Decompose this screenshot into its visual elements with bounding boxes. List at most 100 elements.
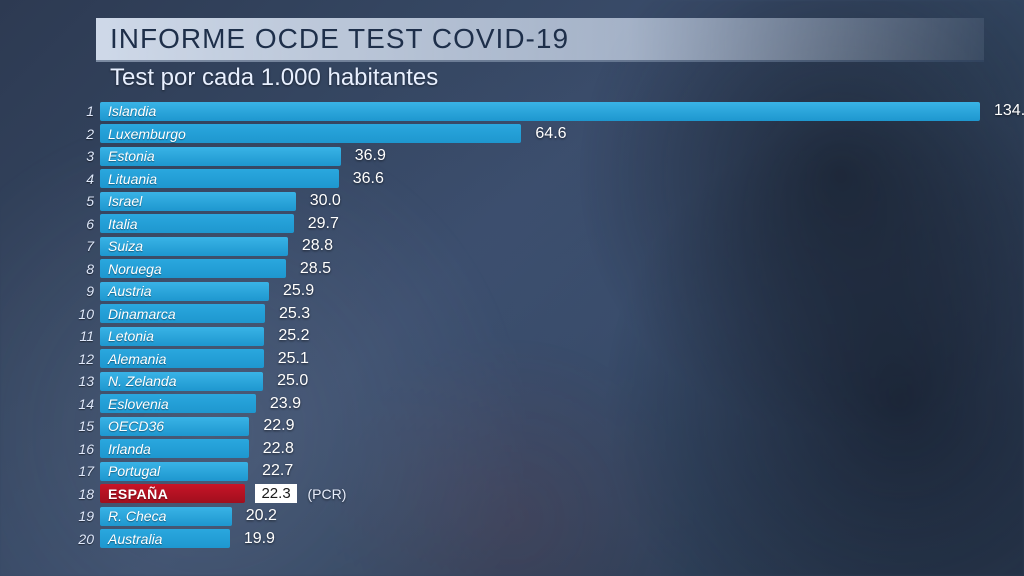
bar-wrap: OECD36 22.9 bbox=[100, 417, 994, 436]
rank-number: 7 bbox=[66, 238, 94, 254]
value-label: 29.7 bbox=[308, 215, 339, 233]
bar-wrap: Lituania 36.6 bbox=[100, 169, 994, 188]
bar bbox=[100, 102, 980, 121]
rank-number: 5 bbox=[66, 193, 94, 209]
table-row: 15OECD3622.9 bbox=[66, 415, 994, 438]
bar-wrap: Estonia 36.9 bbox=[100, 147, 994, 166]
country-label: N. Zelanda bbox=[108, 372, 176, 391]
table-row: 13 N. Zelanda 25.0 bbox=[66, 370, 994, 393]
rank-number: 18 bbox=[66, 486, 94, 502]
rank-number: 11 bbox=[66, 328, 94, 344]
value-label: 22.8 bbox=[263, 440, 294, 458]
table-row: 5 Israel 30.0 bbox=[66, 190, 994, 213]
infographic-stage: INFORME OCDE TEST COVID-19 Test por cada… bbox=[0, 0, 1024, 576]
value-label: 28.8 bbox=[302, 237, 333, 255]
bar-wrap: N. Zelanda 25.0 bbox=[100, 372, 994, 391]
value-label: 25.0 bbox=[277, 372, 308, 390]
value-label: 36.9 bbox=[355, 147, 386, 165]
rank-number: 14 bbox=[66, 396, 94, 412]
table-row: 19 R. Checa 20.2 bbox=[66, 505, 994, 528]
country-label: Suiza bbox=[108, 237, 143, 256]
country-label: ESPAÑA bbox=[108, 484, 168, 503]
bar-wrap: ESPAÑA 22.3 (PCR) bbox=[100, 484, 994, 503]
table-row: 11 Letonia 25.2 bbox=[66, 325, 994, 348]
value-label: 36.6 bbox=[353, 170, 384, 188]
bar-wrap: Austria 25.9 bbox=[100, 282, 994, 301]
value-label: 25.9 bbox=[283, 282, 314, 300]
rank-number: 8 bbox=[66, 261, 94, 277]
table-row: 17 Portugal 22.7 bbox=[66, 460, 994, 483]
rank-number: 13 bbox=[66, 373, 94, 389]
table-row: 6 Italia 29.7 bbox=[66, 213, 994, 236]
value-label: 22.9 bbox=[263, 417, 294, 435]
value-label: 23.9 bbox=[270, 395, 301, 413]
rank-number: 16 bbox=[66, 441, 94, 457]
country-label: Noruega bbox=[108, 259, 162, 278]
value-label: 25.3 bbox=[279, 305, 310, 323]
country-label: R. Checa bbox=[108, 507, 166, 526]
bar-chart: 1Islandia134.9 2 Luxemburgo 64.6 3 Estonia 36.… bbox=[66, 100, 994, 552]
country-label: Letonia bbox=[108, 327, 154, 346]
country-label: Luxemburgo bbox=[108, 124, 186, 143]
rank-number: 19 bbox=[66, 508, 94, 524]
table-row: 1Islandia134.9 bbox=[66, 100, 994, 123]
country-label: Irlanda bbox=[108, 439, 151, 458]
country-label: Estonia bbox=[108, 147, 155, 166]
table-row: 2 Luxemburgo 64.6 bbox=[66, 123, 994, 146]
country-label: Islandia bbox=[108, 102, 156, 121]
bar-wrap: Dinamarca 25.3 bbox=[100, 304, 994, 323]
bar-wrap: Noruega 28.5 bbox=[100, 259, 994, 278]
country-label: Israel bbox=[108, 192, 142, 211]
country-label: Portugal bbox=[108, 462, 160, 481]
title-banner: INFORME OCDE TEST COVID-19 bbox=[96, 18, 984, 62]
value-label: 22.7 bbox=[262, 462, 293, 480]
value-label: 28.5 bbox=[300, 260, 331, 278]
subtitle-text: Test por cada 1.000 habitantes bbox=[110, 64, 438, 92]
bar-wrap: Australia 19.9 bbox=[100, 529, 994, 548]
rank-number: 17 bbox=[66, 463, 94, 479]
bar-wrap: Alemania 25.1 bbox=[100, 349, 994, 368]
value-suffix: (PCR) bbox=[307, 486, 346, 502]
country-label: Lituania bbox=[108, 169, 157, 188]
value-label: 134.9 bbox=[994, 102, 1024, 120]
table-row: 18 ESPAÑA 22.3 (PCR) bbox=[66, 483, 994, 506]
value-box: 22.3 bbox=[255, 484, 296, 503]
rank-number: 4 bbox=[66, 171, 94, 187]
country-label: Australia bbox=[108, 529, 162, 548]
country-label: Italia bbox=[108, 214, 138, 233]
table-row: 4 Lituania 36.6 bbox=[66, 168, 994, 191]
country-label: Alemania bbox=[108, 349, 166, 368]
value-label: 30.0 bbox=[310, 192, 341, 210]
bar-wrap: Eslovenia 23.9 bbox=[100, 394, 994, 413]
value-label: 19.9 bbox=[244, 530, 275, 548]
table-row: 20 Australia 19.9 bbox=[66, 528, 994, 551]
bar-wrap: Islandia134.9 bbox=[100, 102, 994, 121]
rank-number: 3 bbox=[66, 148, 94, 164]
table-row: 14 Eslovenia 23.9 bbox=[66, 393, 994, 416]
table-row: 9 Austria 25.9 bbox=[66, 280, 994, 303]
country-label: OECD36 bbox=[108, 417, 164, 436]
value-label: 25.1 bbox=[278, 350, 309, 368]
bar-wrap: Suiza 28.8 bbox=[100, 237, 994, 256]
value-label: 20.2 bbox=[246, 507, 277, 525]
table-row: 12 Alemania 25.1 bbox=[66, 348, 994, 371]
rank-number: 2 bbox=[66, 126, 94, 142]
bar-wrap: R. Checa 20.2 bbox=[100, 507, 994, 526]
table-row: 3 Estonia 36.9 bbox=[66, 145, 994, 168]
bar-wrap: Italia 29.7 bbox=[100, 214, 994, 233]
value-label: 25.2 bbox=[278, 327, 309, 345]
country-label: Eslovenia bbox=[108, 394, 169, 413]
bar-wrap: Letonia 25.2 bbox=[100, 327, 994, 346]
rank-number: 6 bbox=[66, 216, 94, 232]
country-label: Dinamarca bbox=[108, 304, 176, 323]
rank-number: 20 bbox=[66, 531, 94, 547]
rank-number: 9 bbox=[66, 283, 94, 299]
rank-number: 10 bbox=[66, 306, 94, 322]
table-row: 7 Suiza 28.8 bbox=[66, 235, 994, 258]
country-label: Austria bbox=[108, 282, 152, 301]
rank-number: 12 bbox=[66, 351, 94, 367]
value-label: 64.6 bbox=[535, 125, 566, 143]
bar-wrap: Portugal 22.7 bbox=[100, 462, 994, 481]
title-text: INFORME OCDE TEST COVID-19 bbox=[110, 23, 569, 55]
bar-wrap: Luxemburgo 64.6 bbox=[100, 124, 994, 143]
